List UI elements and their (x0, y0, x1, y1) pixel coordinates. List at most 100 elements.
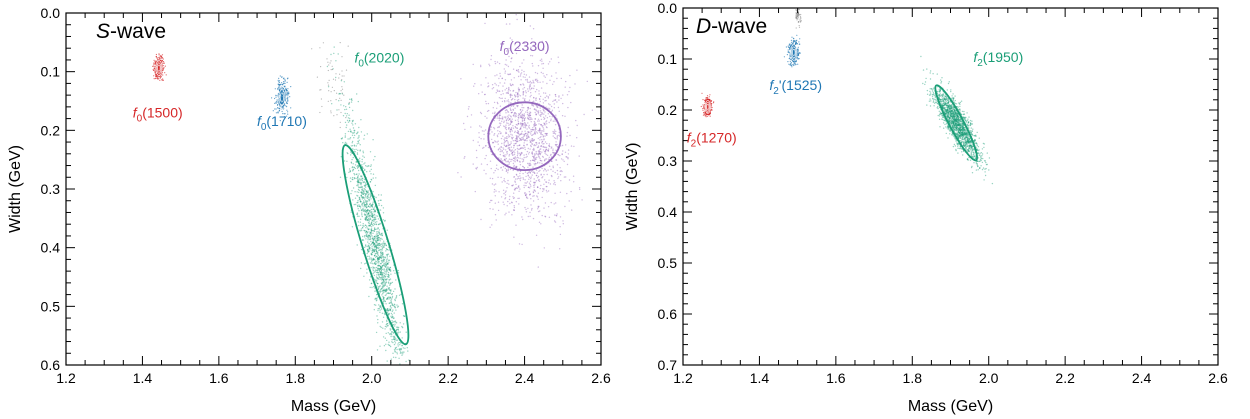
s-wave-sample-point (377, 264, 379, 266)
s-wave-sample-point (361, 202, 364, 204)
s-wave-sample-point (161, 54, 164, 56)
s-wave-sample-point (369, 193, 371, 195)
s-wave-sample-point (561, 115, 564, 117)
s-wave-sample-point (385, 244, 387, 246)
s-wave-sample-point (393, 321, 395, 323)
s-wave-sample-point (543, 207, 545, 209)
s-wave-sample-point (540, 136, 542, 138)
s-wave-sample-point (386, 256, 388, 258)
s-wave-sample-point (515, 138, 517, 140)
s-wave-sample-point (336, 114, 338, 116)
s-wave-sample-point (545, 148, 547, 151)
s-wave-sample-point (349, 137, 352, 139)
s-wave-sample-point (357, 205, 359, 208)
d-wave-panel: 1.2 1.4 1.6 1.8 2.0 2.2 2.4 2.60.00.10.20.30.40… (624, 0, 1228, 415)
s-wave-sample-point (559, 248, 561, 250)
s-wave-sample-point (550, 118, 552, 120)
s-wave-sample-point (485, 100, 487, 103)
s-wave-sample-point (379, 273, 381, 275)
s-wave-sample-point (532, 28, 535, 30)
s-wave-sample-point (535, 180, 538, 182)
s-wave-sample-point (533, 186, 535, 188)
s-wave-sample-point (372, 203, 374, 205)
s-wave-sample-point (378, 275, 380, 277)
s-wave-sample-point (552, 150, 554, 152)
s-wave-sample-point (492, 208, 494, 210)
s-wave-sample-point (362, 227, 364, 229)
s-wave-sample-point (557, 176, 560, 178)
s-wave-sample-point (370, 228, 373, 230)
s-wave-sample-point (539, 162, 541, 164)
s-wave-sample-point (368, 224, 370, 226)
s-wave-sample-point (370, 195, 372, 197)
s-wave-sample-point (370, 253, 372, 255)
s-wave-sample-point (381, 278, 384, 280)
s-wave-sample-point (549, 165, 551, 167)
d-wave-sample-point (710, 100, 712, 103)
s-wave-sample-point (403, 315, 405, 317)
s-wave-sample-point (519, 133, 521, 136)
s-wave-sample-point (275, 94, 277, 96)
s-wave-sample-point (363, 200, 365, 202)
s-wave-sample-point (374, 270, 376, 272)
d-wave-sample-point (787, 61, 789, 63)
s-wave-sample-point (509, 128, 512, 130)
s-wave-sample-point (374, 254, 376, 257)
s-wave-sample-point (544, 179, 546, 181)
s-wave-sample-point (338, 109, 340, 111)
s-wave-sample-point (367, 239, 369, 241)
s-wave-sample-point (353, 149, 355, 151)
s-wave-sample-point (500, 93, 502, 96)
s-wave-sample-point (282, 102, 284, 104)
s-wave-sample-point (572, 175, 575, 177)
s-wave-sample-point (529, 180, 532, 182)
s-wave-sample-point (382, 247, 384, 249)
s-wave-sample-point (360, 178, 362, 180)
s-wave-sample-point (365, 203, 368, 205)
s-wave-sample-point (365, 234, 367, 237)
s-wave-sample-point (357, 175, 359, 177)
s-wave-sample-point (368, 234, 370, 236)
s-wave-sample-point (343, 81, 345, 83)
s-wave-sample-point (367, 209, 369, 211)
s-wave-sample-point (381, 273, 383, 275)
s-wave-sample-point (368, 210, 370, 212)
s-wave-sample-point (356, 202, 358, 204)
s-wave-sample-point (493, 101, 496, 104)
s-wave-sample-point (486, 117, 488, 119)
s-wave-sample-point (531, 55, 534, 57)
s-wave-sample-point (385, 265, 387, 267)
s-wave-sample-point (525, 153, 528, 156)
s-wave-sample-point (358, 189, 360, 192)
s-wave-sample-point (520, 73, 522, 75)
s-wave-sample-point (380, 251, 382, 253)
s-wave-sample-point (366, 248, 369, 251)
s-wave-sample-point (551, 160, 553, 162)
s-wave-state-labels: f0(1500)f0(1710)f0(2020)f0(2330) (133, 38, 550, 133)
s-wave-sample-point (388, 323, 390, 325)
s-wave-sample-point (376, 244, 378, 247)
s-wave-sample-point (508, 127, 510, 129)
s-wave-sample-point (379, 276, 381, 279)
s-wave-sample-point (394, 325, 396, 327)
d-wave-sample-point (789, 48, 791, 50)
s-wave-sample-point (355, 148, 357, 151)
s-wave-sample-point (384, 256, 386, 258)
s-wave-sample-point (375, 256, 377, 258)
s-wave-sample-point (326, 65, 329, 68)
s-wave-sample-point (378, 239, 380, 241)
s-wave-sample-point (382, 242, 384, 244)
s-wave-sample-point (503, 144, 506, 147)
d-wave-sample-point (707, 114, 710, 116)
d-wave-sample-point (800, 16, 802, 19)
s-wave-sample-point (371, 286, 373, 289)
s-wave-sample-point (363, 156, 365, 158)
s-wave-sample-point (535, 169, 538, 171)
s-wave-sample-point (366, 231, 368, 233)
s-wave-sample-point (351, 166, 354, 168)
s-wave-sample-point (371, 251, 374, 254)
s-wave-sample-point (375, 304, 377, 306)
s-wave-sample-point (550, 58, 552, 60)
s-wave-sample-point (463, 122, 465, 125)
s-wave-sample-point (394, 304, 396, 306)
